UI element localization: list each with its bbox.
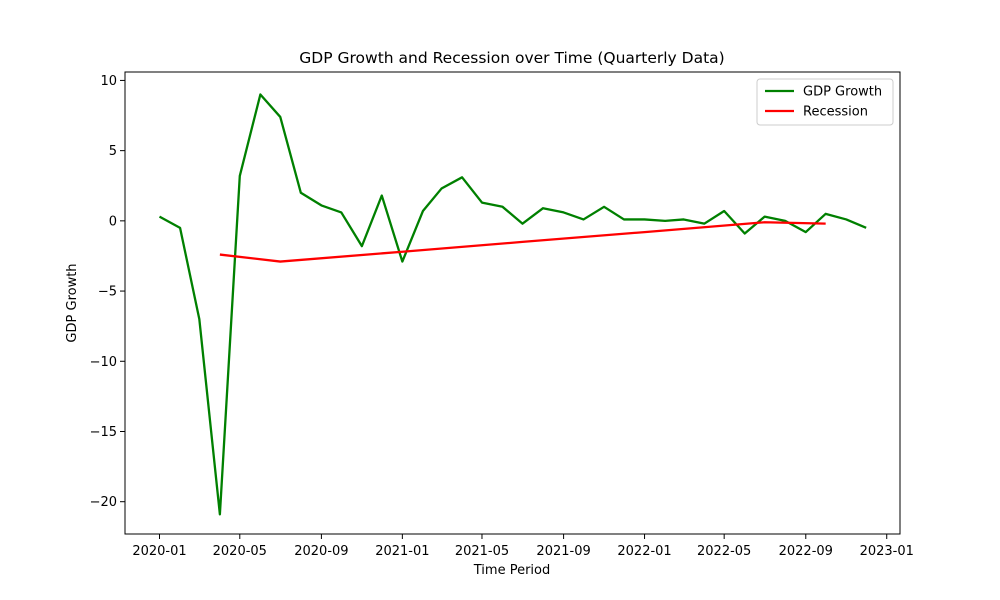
x-tick-label: 2022-01 [617,544,671,559]
x-axis: 2020-01 2020-05 2020-09 2021-01 2021-05 2021-… [132,534,914,559]
chart-title: GDP Growth and Recession over Time (Quar… [299,49,724,67]
x-tick-label: 2021-09 [536,544,590,559]
y-axis: 10 5 0 −5 −10 −15 −20 [90,74,125,510]
x-tick-label: 2022-05 [697,544,751,559]
plot-area [125,72,900,534]
legend-label-1: Recession [803,105,868,120]
y-tick-label: 10 [100,74,117,89]
plot-frame [124,71,901,535]
x-tick-label: 2022-09 [779,544,833,559]
series-layer [158,93,867,516]
y-tick-label: 0 [109,214,117,229]
y-tick-label: −10 [90,355,117,370]
series-line-1 [219,221,826,263]
legend: GDP Growth Recession [756,78,894,126]
x-tick-label: 2021-01 [375,544,429,559]
x-tick-label: 2020-05 [213,544,267,559]
x-tick-label: 2021-05 [455,544,509,559]
x-axis-title: Time Period [473,563,550,578]
y-tick-label: −15 [90,425,117,440]
y-axis-title: GDP Growth [65,263,80,342]
y-tick-label: −5 [98,285,117,300]
y-tick-label: −20 [90,495,117,510]
x-tick-label: 2020-01 [132,544,186,559]
y-tick-label: 5 [109,144,117,159]
series-line-0 [158,93,867,516]
x-tick-label: 2023-01 [860,544,914,559]
x-tick-label: 2020-09 [294,544,348,559]
legend-label-0: GDP Growth [803,85,882,100]
